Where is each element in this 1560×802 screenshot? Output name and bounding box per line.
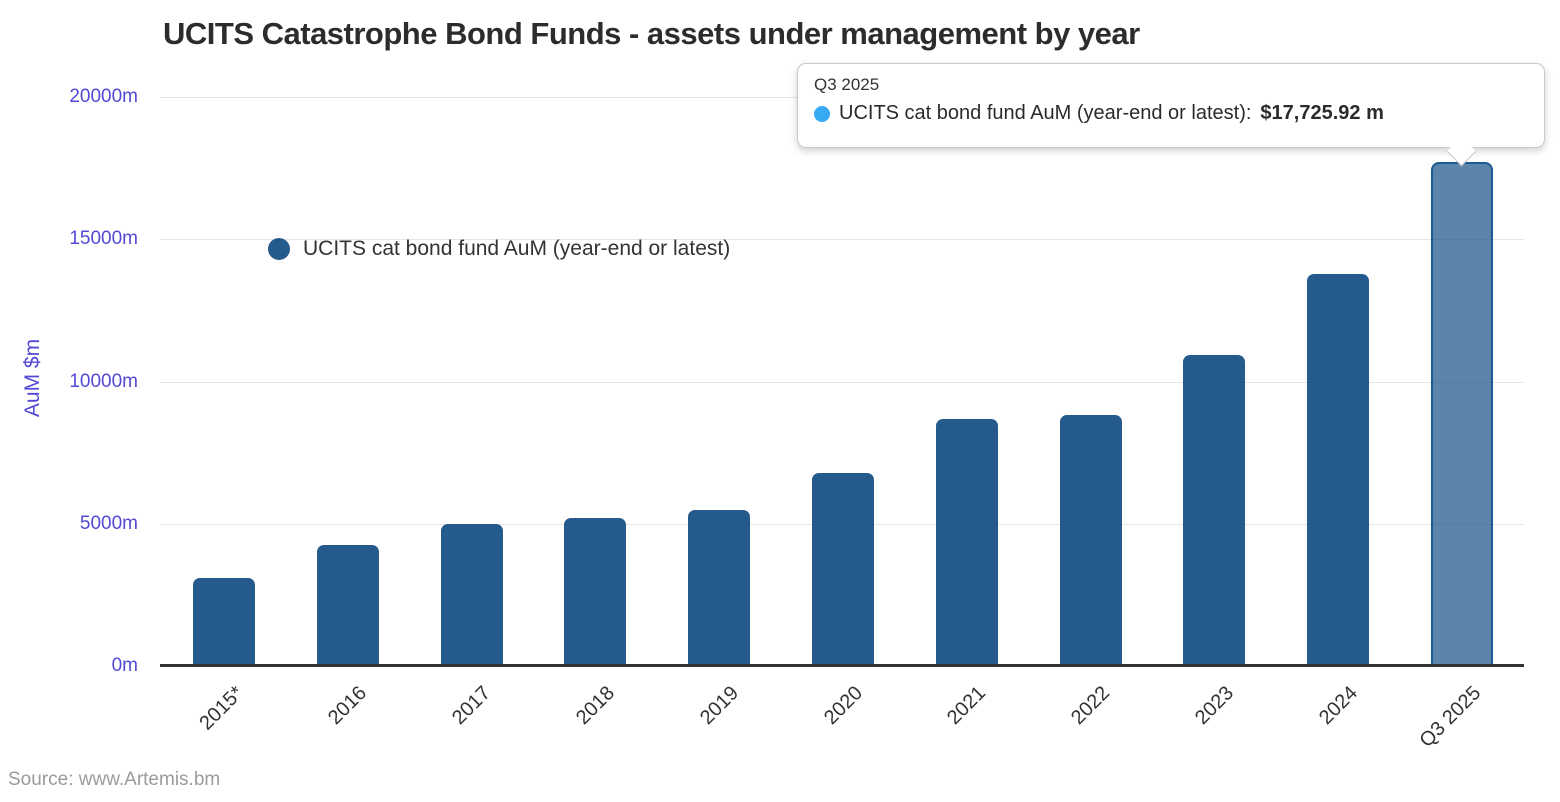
tooltip-series-label: UCITS cat bond fund AuM (year-end or lat… [839, 102, 1252, 124]
x-tick-label-2016: 2016 [324, 682, 372, 730]
bar-2019[interactable] [688, 510, 751, 666]
legend[interactable]: UCITS cat bond fund AuM (year-end or lat… [268, 237, 730, 261]
tooltip-header: Q3 2025 [814, 75, 880, 94]
bar-slot-2016 [286, 97, 410, 666]
tooltip-value: $17,725.92 m [1260, 102, 1384, 124]
x-tick-label-2018: 2018 [571, 682, 619, 730]
bar-slot-2024 [1276, 97, 1400, 666]
legend-label: UCITS cat bond fund AuM (year-end or lat… [303, 237, 731, 260]
bar-2021[interactable] [935, 418, 998, 666]
tooltip: Q3 2025 UCITS cat bond fund AuM (year-en… [797, 63, 1545, 148]
tooltip-series-row: UCITS cat bond fund AuM (year-end or lat… [814, 102, 1526, 125]
y-tick-label-15000: 15000m [69, 228, 138, 250]
bar-slot-2017 [410, 97, 534, 666]
x-tick-label-2015: 2015* [194, 682, 248, 735]
y-tick-label-20000: 20000m [69, 86, 138, 107]
x-tick-label-2024: 2024 [1314, 682, 1362, 730]
bar-slot-2015 [162, 97, 286, 666]
x-tick-label-2021: 2021 [943, 682, 991, 730]
bar-2018[interactable] [564, 518, 627, 666]
bar-2020[interactable] [811, 473, 874, 666]
chart-title: UCITS Catastrophe Bond Funds - assets un… [163, 16, 1140, 51]
y-tick-label-0: 0m [111, 655, 138, 676]
x-tick-label-2019: 2019 [695, 682, 743, 730]
x-tick-label-2023: 2023 [1191, 682, 1239, 730]
x-tick-label-2020: 2020 [819, 682, 867, 730]
bar-slot-2023 [1153, 97, 1277, 666]
bar-2023[interactable] [1183, 355, 1246, 666]
bar-2017[interactable] [440, 523, 503, 666]
y-tick-label-10000: 10000m [69, 370, 138, 392]
legend-marker-icon [268, 238, 290, 260]
bar-slot-2019 [657, 97, 781, 666]
bar-slot-2022 [1029, 97, 1153, 666]
y-tick-label-5000: 5000m [79, 512, 138, 534]
x-tick-label-q3-2025: Q3 2025 [1415, 682, 1486, 752]
bar-q3-2025[interactable] [1431, 161, 1494, 666]
bar-slot-2018 [533, 97, 657, 666]
bar-slot-q3-2025 [1400, 97, 1524, 666]
bar-slot-2021 [905, 97, 1029, 666]
x-tick-label-2017: 2017 [448, 682, 496, 730]
tooltip-marker-icon [814, 105, 830, 122]
x-tick-label-2022: 2022 [1067, 682, 1115, 730]
source-link[interactable]: Source: www.Artemis.bm [8, 769, 221, 790]
bar-2022[interactable] [1059, 414, 1122, 666]
x-axis-line [160, 664, 1524, 667]
bar-2024[interactable] [1307, 273, 1370, 666]
bar-slot-2020 [781, 97, 905, 666]
bar-2016[interactable] [316, 545, 379, 666]
gridline-15000 [160, 239, 1524, 241]
bar-2015[interactable] [192, 577, 255, 666]
gridline-10000 [160, 381, 1524, 383]
plot-area [162, 97, 1524, 666]
